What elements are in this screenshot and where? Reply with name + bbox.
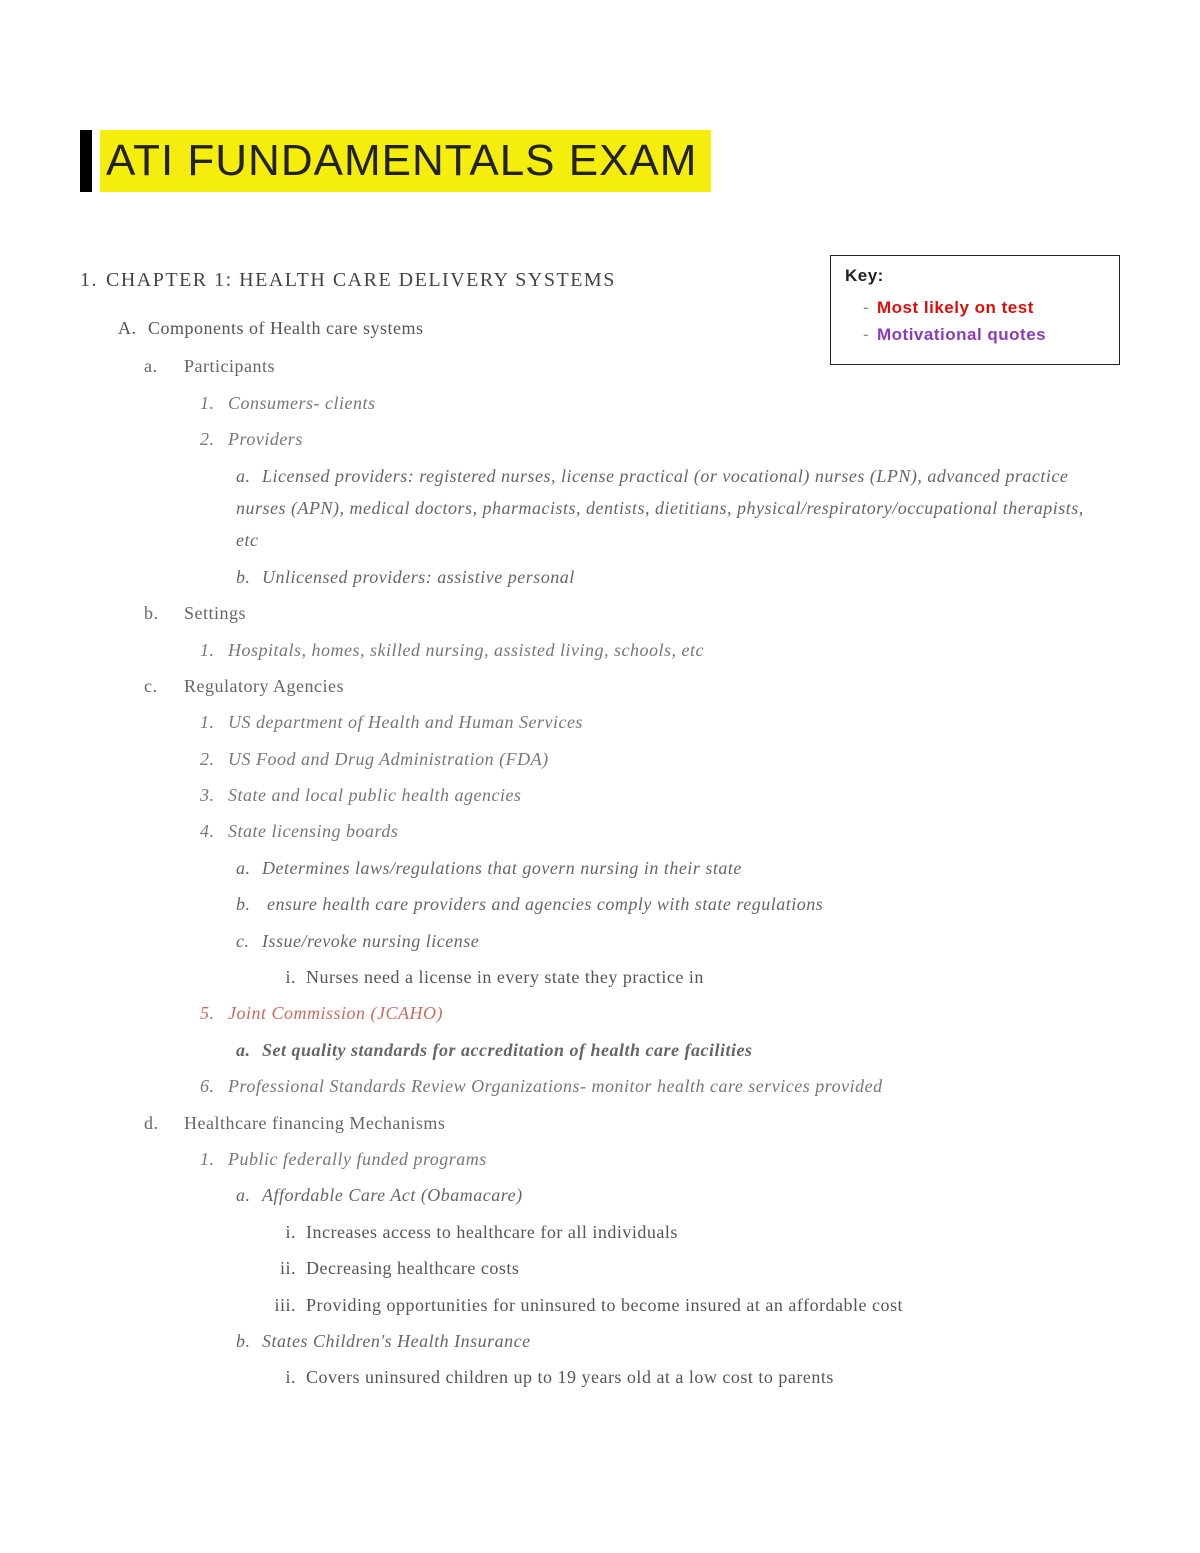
key-item-quotes: Motivational quotes bbox=[845, 321, 1105, 348]
item-licensing-boards: 4.State licensing boards bbox=[200, 815, 1120, 847]
item-psro: 6.Professional Standards Review Organiza… bbox=[200, 1070, 1120, 1102]
item-providers: 2.Providers bbox=[200, 423, 1120, 455]
item-settings: b.Settings bbox=[144, 597, 1120, 629]
outline-body: 1.CHAPTER 1: HEALTH CARE DELIVERY SYSTEM… bbox=[80, 262, 1120, 1394]
item-hhs: 1.US department of Health and Human Serv… bbox=[200, 706, 1120, 738]
item-state-local: 3.State and local public health agencies bbox=[200, 779, 1120, 811]
document-title-block: ATI FUNDAMENTALS EXAM bbox=[80, 130, 1120, 192]
item-chip: b.States Children's Health Insurance bbox=[236, 1325, 1120, 1357]
item-fda: 2.US Food and Drug Administration (FDA) bbox=[200, 743, 1120, 775]
item-financing: d.Healthcare financing Mechanisms bbox=[144, 1107, 1120, 1139]
title-accent-bar bbox=[80, 130, 92, 192]
item-aca-uninsured: iii.Providing opportunities for uninsure… bbox=[268, 1289, 1120, 1321]
item-public-funded: 1.Public federally funded programs bbox=[200, 1143, 1120, 1175]
item-aca-access: i.Increases access to healthcare for all… bbox=[268, 1216, 1120, 1248]
item-chip-covers: i.Covers uninsured children up to 19 yea… bbox=[268, 1361, 1120, 1393]
key-heading: Key: bbox=[845, 266, 1105, 286]
item-aca: a.Affordable Care Act (Obamacare) bbox=[236, 1179, 1120, 1211]
item-quality-standards: a.Set quality standards for accreditatio… bbox=[236, 1034, 1120, 1066]
item-unlicensed-providers: b.Unlicensed providers: assistive person… bbox=[236, 561, 1120, 593]
item-issue-revoke: c.Issue/revoke nursing license bbox=[236, 925, 1120, 957]
item-nurses-license: i.Nurses need a license in every state t… bbox=[268, 961, 1120, 993]
item-licensed-providers: a.Licensed providers: registered nurses,… bbox=[236, 460, 1120, 557]
item-ensure-comply: b. ensure health care providers and agen… bbox=[236, 888, 1120, 920]
key-item-test: Most likely on test bbox=[845, 294, 1105, 321]
document-title: ATI FUNDAMENTALS EXAM bbox=[100, 130, 711, 192]
item-aca-costs: ii.Decreasing healthcare costs bbox=[268, 1252, 1120, 1284]
item-settings-list: 1.Hospitals, homes, skilled nursing, ass… bbox=[200, 634, 1120, 666]
item-determines-laws: a.Determines laws/regulations that gover… bbox=[236, 852, 1120, 884]
item-regulatory: c.Regulatory Agencies bbox=[144, 670, 1120, 702]
legend-key-box: Key: Most likely on test Motivational qu… bbox=[830, 255, 1120, 365]
item-consumers: 1.Consumers- clients bbox=[200, 387, 1120, 419]
item-jcaho: 5.Joint Commission (JCAHO) bbox=[200, 997, 1120, 1029]
